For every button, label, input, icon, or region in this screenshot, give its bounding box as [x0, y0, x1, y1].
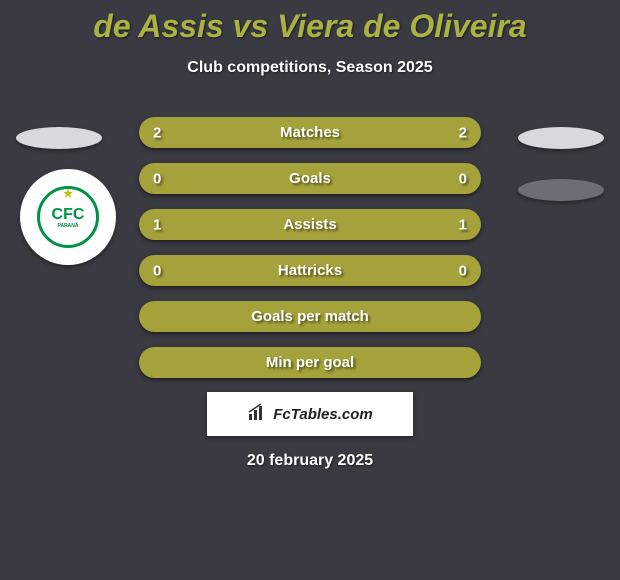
attribution-text: FcTables.com [273, 406, 372, 423]
stat-row-goals-per-match: Goals per match [139, 301, 481, 332]
stat-label: Min per goal [266, 354, 354, 371]
stat-right-value: 2 [459, 124, 467, 141]
stat-label: Hattricks [278, 262, 342, 279]
stat-right-value: 0 [459, 262, 467, 279]
stat-row-matches: 2 Matches 2 [139, 117, 481, 148]
stat-left-value: 0 [153, 170, 161, 187]
stat-row-goals: 0 Goals 0 [139, 163, 481, 194]
stat-label: Assists [283, 216, 336, 233]
stat-row-hattricks: 0 Hattricks 0 [139, 255, 481, 286]
stats-bars: 2 Matches 2 0 Goals 0 1 Assists 1 0 Hatt… [139, 117, 481, 378]
subtitle: Club competitions, Season 2025 [0, 59, 620, 77]
date-line: 20 february 2025 [0, 452, 620, 470]
stat-left-value: 2 [153, 124, 161, 141]
stat-row-assists: 1 Assists 1 [139, 209, 481, 240]
stat-left-value: 0 [153, 262, 161, 279]
attribution-box: FcTables.com [207, 392, 413, 436]
chart-icon [247, 402, 267, 427]
star-icon: ★ [63, 187, 73, 200]
stat-right-value: 1 [459, 216, 467, 233]
stats-area: ★ CFC PARANÁ 2 Matches 2 0 Goals 0 1 Ass… [0, 117, 620, 470]
stat-label: Matches [280, 124, 340, 141]
stat-left-value: 1 [153, 216, 161, 233]
player-right-marker [518, 127, 604, 149]
player-right-marker-2 [518, 179, 604, 201]
stat-label: Goals per match [251, 308, 369, 325]
club-badge-inner: ★ CFC PARANÁ [37, 186, 99, 248]
club-badge: ★ CFC PARANÁ [20, 169, 116, 265]
badge-sub-text: PARANÁ [57, 224, 78, 229]
player-left-marker [16, 127, 102, 149]
page-title: de Assis vs Viera de Oliveira [0, 0, 620, 45]
stat-label: Goals [289, 170, 331, 187]
badge-main-text: CFC [52, 206, 85, 224]
stat-row-min-per-goal: Min per goal [139, 347, 481, 378]
stat-right-value: 0 [459, 170, 467, 187]
